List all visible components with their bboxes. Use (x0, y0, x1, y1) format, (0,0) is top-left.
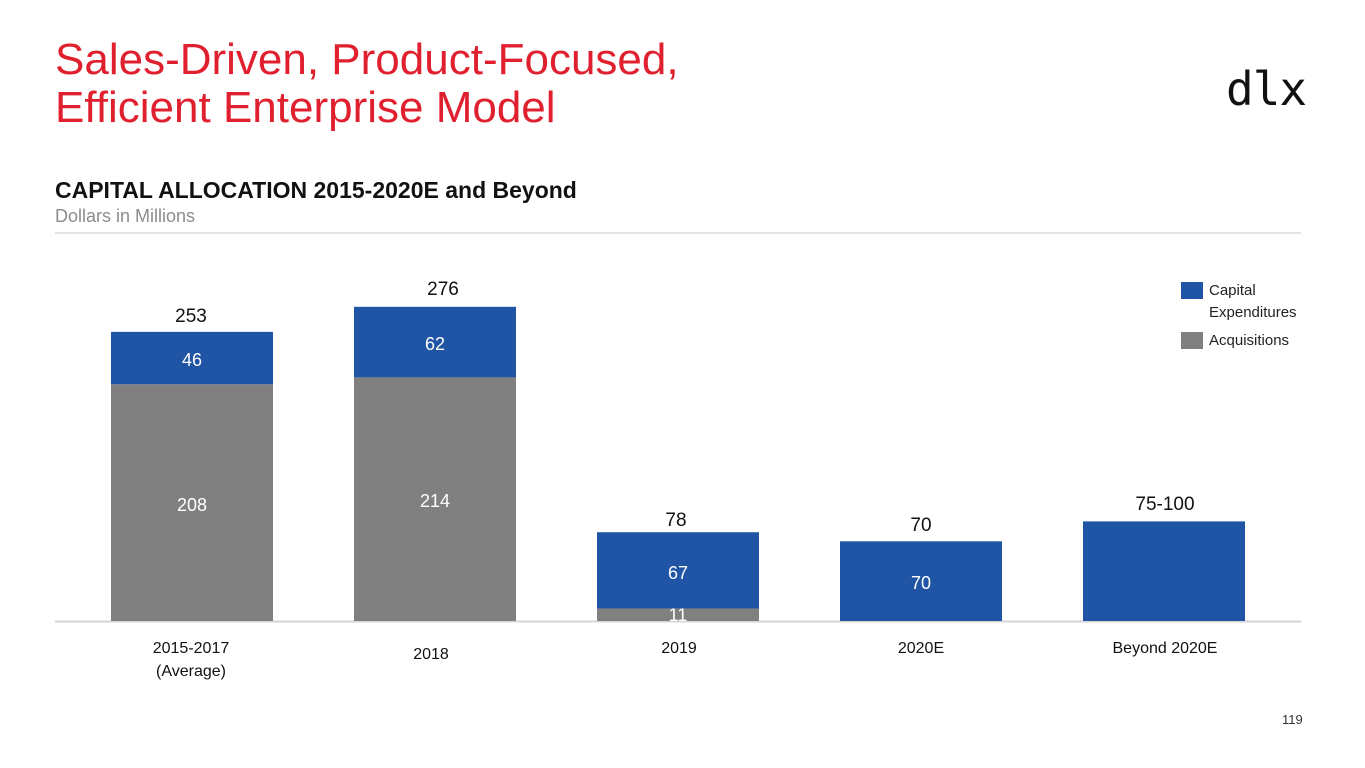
data-label-capex-3: 70 (911, 573, 931, 593)
legend-item-capex: Capital Expenditures (1181, 280, 1319, 324)
bar-acquisitions-2 (597, 608, 759, 621)
data-label-acquisitions-2: 11 (669, 605, 688, 625)
x-tick-label-0-line-0: 2015-2017 (153, 640, 230, 657)
bar-capex-0 (111, 331, 273, 385)
total-label-1: 276 (427, 279, 459, 300)
total-label-0: 253 (175, 306, 207, 327)
legend-label-acquisitions: Acquisitions (1209, 332, 1290, 349)
total-label-2: 78 (665, 510, 686, 531)
bar-capex-3 (840, 541, 1002, 621)
x-tick-label-4: Beyond 2020E (1113, 640, 1218, 657)
legend-label-capex-2: Expenditures (1209, 304, 1297, 321)
slide-title-line-1: Sales-Driven, Product-Focused, (55, 35, 679, 84)
header-divider (55, 232, 1301, 234)
legend-item-acquisitions: Acquisitions (1181, 330, 1319, 352)
bar-capex-2 (597, 532, 759, 609)
x-tick-label-1: 2018 (413, 646, 449, 663)
legend-label-capex-1: Capital (1209, 282, 1256, 299)
data-label-capex-1: 62 (425, 334, 445, 354)
bar-acquisitions-0 (111, 384, 273, 621)
bar-capex-4 (1083, 521, 1245, 621)
total-label-3: 70 (910, 515, 931, 536)
chart-units-subtitle: Dollars in Millions (55, 206, 196, 226)
chart-title: CAPITAL ALLOCATION 2015-2020E and Beyond (55, 177, 577, 203)
x-tick-label-2: 2019 (661, 640, 697, 657)
bar-capex-1 (354, 306, 516, 378)
data-label-capex-2: 67 (668, 563, 688, 583)
x-tick-label-3: 2020E (898, 640, 944, 657)
legend-swatch-acquisitions (1181, 332, 1203, 349)
total-label-4: 75-100 (1135, 494, 1194, 515)
company-logo: dlx (1226, 62, 1307, 116)
data-label-acquisitions-1: 214 (420, 491, 450, 511)
data-label-acquisitions-0: 208 (177, 495, 207, 515)
page-number: 119 (1282, 712, 1303, 727)
slide-title-line-2: Efficient Enterprise Model (55, 83, 556, 132)
slide-title: Sales-Driven, Product-Focused, Efficient… (55, 36, 679, 132)
bar-acquisitions-1 (354, 377, 516, 621)
legend-swatch-capex (1181, 282, 1203, 299)
x-tick-label-0-line-1: (Average) (156, 663, 226, 680)
chart-legend: Capital Expenditures Acquisitions (1181, 280, 1319, 358)
data-label-capex-0: 46 (182, 350, 202, 370)
